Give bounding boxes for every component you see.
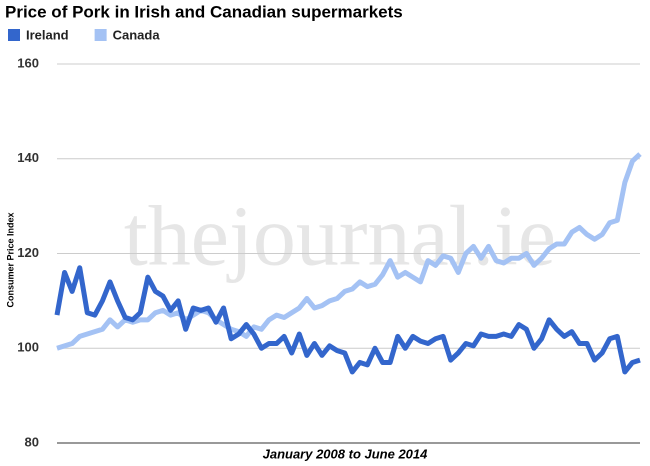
y-tick-label: 100 [17,340,39,355]
series-line [54,265,641,375]
y-tick-label: 160 [17,55,39,70]
x-axis-label: January 2008 to June 2014 [263,446,429,461]
y-axis-label: Consumer Price Index [5,212,15,307]
watermark: thejournal.ie [124,188,556,284]
series-line [56,152,642,351]
legend-label: Canada [113,27,161,42]
y-tick-label: 80 [25,434,39,449]
legend-swatch [8,29,20,41]
legend-swatch [94,29,107,41]
y-tick-label: 140 [17,150,39,165]
chart-title: Price of Pork in Irish and Canadian supe… [5,2,403,21]
legend-label: Ireland [26,27,69,42]
y-tick-label: 120 [17,245,39,260]
